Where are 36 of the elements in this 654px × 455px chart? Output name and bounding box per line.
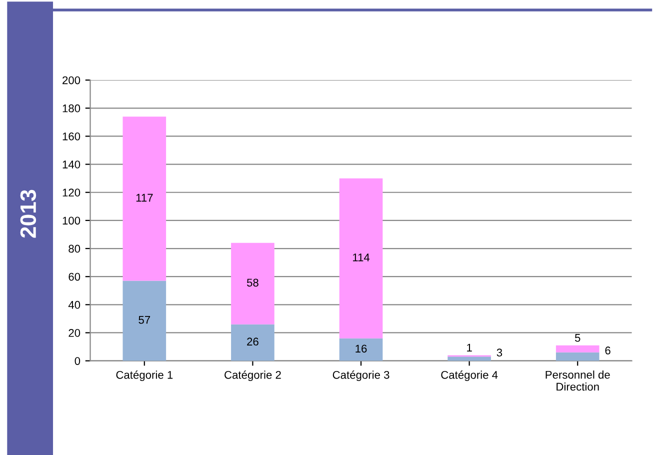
y-tick-label: 80 [68,244,80,253]
data-label: 5 [574,334,580,342]
y-tick-label: 60 [68,272,80,281]
y-tick-label: 200 [62,76,80,84]
x-tick-label: Personnel de Direction [546,370,610,391]
y-tick-label: 40 [68,300,80,309]
data-label: 114 [352,254,370,262]
x-tick-label: Catégorie 3 [332,370,390,382]
y-tick-label: 0 [74,357,80,365]
data-label: 57 [138,316,150,324]
bar [231,242,274,324]
bar [556,345,600,352]
x-tick-label: Catégorie 4 [441,370,498,382]
y-tick-label: 20 [68,329,80,337]
data-label: 1 [467,344,472,352]
y-tick-label: 140 [62,160,80,168]
x-tick-label: Catégorie 1 [116,370,173,382]
x-tick-label: Catégorie 2 [224,370,281,382]
bar [122,116,166,281]
bar [556,352,600,361]
bar [231,324,274,361]
y-tick-label: 120 [62,188,80,197]
bar [339,178,383,338]
bar [122,280,166,361]
bar [339,338,383,361]
y-tick-label: 100 [62,216,80,225]
y-tick-label: 180 [62,104,80,112]
y-tick-label: 160 [62,132,80,140]
data-label: 3 [496,348,502,357]
data-label: 58 [246,278,258,287]
bar [448,356,491,361]
text: 2013 [20,190,36,238]
data-label: 16 [356,344,367,353]
data-label: 26 [247,338,258,346]
data-label: 117 [136,194,153,202]
data-label: 6 [605,346,610,354]
